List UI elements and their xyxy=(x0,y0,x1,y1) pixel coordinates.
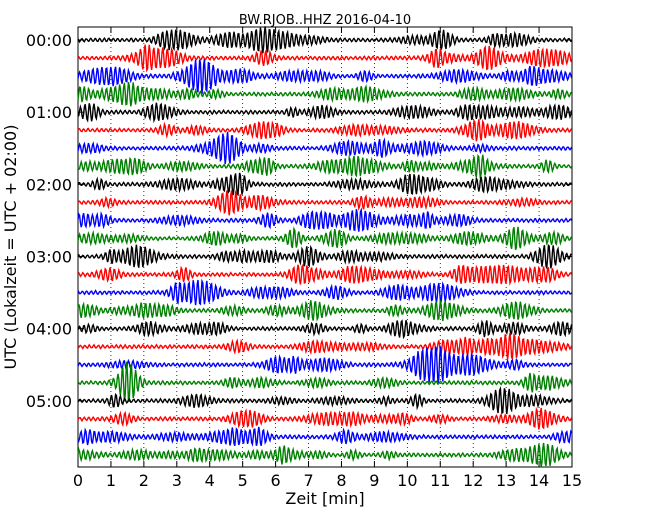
trace-0130 xyxy=(77,131,573,165)
trace-0100 xyxy=(77,102,573,124)
x-tick-label: 15 xyxy=(562,471,582,490)
y-tick-label: 03:00 xyxy=(26,247,72,266)
x-tick-label: 2 xyxy=(139,471,149,490)
trace-0215 xyxy=(77,189,572,216)
y-tick-label: 01:00 xyxy=(26,103,72,122)
trace-0330 xyxy=(77,278,573,306)
x-tick-label: 7 xyxy=(303,471,313,490)
trace-0300 xyxy=(77,243,573,271)
y-tick-label: 05:00 xyxy=(26,392,72,411)
trace-0145 xyxy=(77,153,573,179)
x-tick-label: 10 xyxy=(397,471,417,490)
trace-0415 xyxy=(77,332,573,360)
trace-0000 xyxy=(77,26,572,54)
trace-0515 xyxy=(77,406,573,430)
x-tick-label: 12 xyxy=(463,471,483,490)
plot-area xyxy=(77,26,573,468)
trace-0315 xyxy=(77,263,573,286)
x-tick-label: 9 xyxy=(369,471,379,490)
x-tick-label: 13 xyxy=(496,471,516,490)
y-tick-label: 02:00 xyxy=(26,175,72,194)
x-tick-label: 6 xyxy=(271,471,281,490)
trace-0530 xyxy=(77,426,573,447)
y-axis-ticks: 00:00 01:00 02:00 03:00 04:00 05:00 xyxy=(26,31,572,411)
trace-0400 xyxy=(77,319,573,340)
x-tick-label: 1 xyxy=(106,471,116,490)
trace-0500 xyxy=(77,385,573,415)
x-tick-label: 4 xyxy=(205,471,215,490)
y-tick-label: 00:00 xyxy=(26,31,72,50)
x-tick-label: 0 xyxy=(73,471,83,490)
y-axis-label: UTC (Lokalzeit = UTC + 02:00) xyxy=(1,125,20,370)
trace-group xyxy=(77,26,573,468)
trace-0200 xyxy=(77,172,573,197)
x-tick-label: 8 xyxy=(336,471,346,490)
x-tick-label: 5 xyxy=(238,471,248,490)
x-tick-label: 11 xyxy=(430,471,450,490)
trace-0045 xyxy=(77,81,572,107)
trace-0015 xyxy=(77,44,573,73)
x-tick-label: 3 xyxy=(172,471,182,490)
chart-title: BW.RJOB..HHZ 2016-04-10 xyxy=(239,13,411,28)
trace-0230 xyxy=(77,207,573,232)
trace-0545 xyxy=(77,442,573,468)
y-tick-label: 04:00 xyxy=(26,320,72,339)
trace-0115 xyxy=(77,118,573,142)
trace-0345 xyxy=(77,300,573,322)
trace-0445 xyxy=(77,361,573,403)
trace-0245 xyxy=(77,226,573,251)
x-axis-label: Zeit [min] xyxy=(285,489,364,508)
vertical-grid-lines xyxy=(110,27,540,467)
x-axis-ticks: 0 1 2 3 4 5 6 7 8 9 10 11 12 13 14 15 xyxy=(73,27,582,490)
trace-0030 xyxy=(77,59,573,94)
x-tick-label: 14 xyxy=(529,471,549,490)
trace-0430 xyxy=(77,346,573,384)
